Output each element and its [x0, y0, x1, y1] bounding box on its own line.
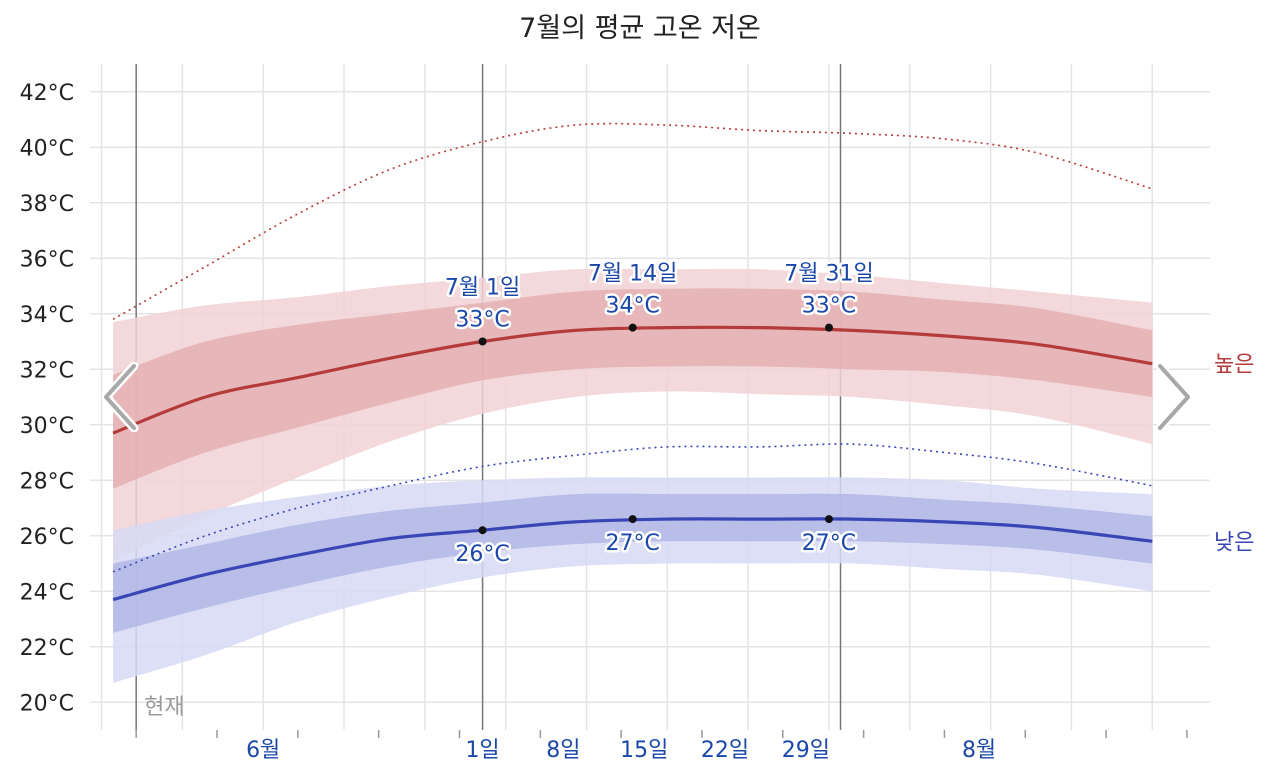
annotation-value: 27°C — [802, 531, 856, 556]
y-tick-label: 30°C — [20, 414, 74, 439]
annotation-value: 33°C — [455, 308, 509, 333]
band-layer — [113, 268, 1153, 683]
series-label: 낮은 — [1214, 530, 1254, 555]
y-tick-label: 20°C — [20, 691, 74, 716]
data-point — [628, 515, 637, 524]
y-tick-label: 40°C — [20, 136, 74, 161]
data-point — [478, 526, 487, 535]
x-tick-label: 6월 — [246, 738, 280, 763]
chart-title: 7월의 평균 고온 저온 — [519, 13, 761, 44]
y-tick-label: 38°C — [20, 192, 74, 217]
chevron-left-icon — [101, 361, 139, 433]
x-tick-label: 8월 — [962, 738, 996, 763]
percentile-band-inner — [113, 288, 1153, 489]
data-point — [824, 515, 833, 524]
x-tick-label: 1일 — [465, 738, 499, 763]
average-line — [112, 325, 1153, 435]
y-tick-label: 24°C — [20, 580, 74, 605]
annotation-layer: 7월 1일 33°C 7월 14일 34°C 7월 31일 33°C 26°C 27°C 27°… — [442, 259, 876, 570]
record-line — [112, 122, 1153, 320]
annotation-value: 34°C — [606, 294, 660, 319]
annotation-date: 7월 14일 — [588, 262, 677, 287]
data-point — [628, 323, 637, 332]
x-tick-label: 8일 — [546, 738, 580, 763]
average-line — [112, 517, 1153, 602]
data-point — [478, 337, 487, 346]
y-tick-label: 34°C — [20, 303, 74, 328]
annotation-value: 26°C — [455, 542, 509, 567]
annotation-date: 7월 1일 — [445, 276, 520, 301]
y-tick-label: 42°C — [20, 81, 74, 106]
chevron-right-icon — [1155, 361, 1193, 433]
prev-month-button[interactable] — [100, 361, 144, 433]
current-day-label: 현재 — [144, 695, 184, 720]
annotation-date: 7월 31일 — [784, 262, 873, 287]
y-tick-label: 28°C — [20, 469, 74, 494]
x-tick-label: 15일 — [620, 738, 668, 763]
series-label: 높은 — [1214, 353, 1254, 378]
annotation-value: 27°C — [606, 531, 660, 556]
line-layer — [112, 122, 1153, 602]
data-point — [824, 323, 833, 332]
y-tick-label: 26°C — [20, 525, 74, 550]
annotation-value: 33°C — [802, 294, 856, 319]
record-line — [112, 443, 1153, 573]
y-tick-label: 36°C — [20, 247, 74, 272]
y-tick-label: 32°C — [20, 358, 74, 383]
x-tick-label: 29일 — [782, 738, 830, 763]
percentile-band-inner — [113, 493, 1153, 633]
y-tick-label: 22°C — [20, 636, 74, 661]
next-month-button[interactable] — [1150, 361, 1194, 433]
axis-layer: 42°C 40°C 38°C 36°C 34°C 32°C 30°C 28°C 26°C 24°C… — [20, 81, 1255, 763]
x-tick-label: 22일 — [701, 738, 749, 763]
